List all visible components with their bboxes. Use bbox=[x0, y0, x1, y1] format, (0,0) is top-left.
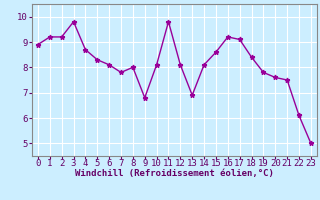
X-axis label: Windchill (Refroidissement éolien,°C): Windchill (Refroidissement éolien,°C) bbox=[75, 169, 274, 178]
